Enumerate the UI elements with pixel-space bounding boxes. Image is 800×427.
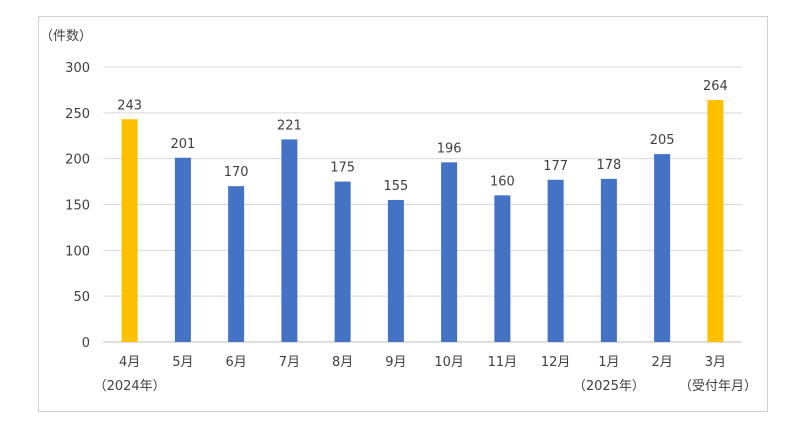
bar	[121, 119, 138, 342]
y-tick-label: 100	[65, 244, 90, 259]
x-tick-label: 9月	[385, 355, 406, 370]
bar	[707, 100, 724, 342]
bar	[334, 181, 351, 342]
data-label: 170	[224, 165, 249, 180]
bar	[387, 199, 404, 342]
data-label: 205	[650, 133, 675, 148]
y-axis-title: （件数）	[40, 29, 92, 44]
x-tick-label: 3月	[705, 355, 726, 370]
x-tick-label: 6月	[225, 355, 246, 370]
bar	[281, 139, 298, 342]
x-tick-label: 1月	[598, 355, 619, 370]
y-tick-label: 50	[73, 290, 90, 305]
bar	[494, 195, 511, 342]
data-label: 177	[543, 159, 568, 174]
data-label: 201	[170, 137, 195, 152]
x-tick-label: 11月	[488, 355, 518, 370]
y-tick-label: 250	[65, 107, 90, 122]
x-tick-label: 4月	[119, 355, 140, 370]
data-label: 160	[490, 174, 515, 189]
x-tick-label: 2月	[651, 355, 672, 370]
bar	[600, 178, 617, 342]
year-label: （2025年）	[573, 379, 645, 394]
y-tick-label: 200	[65, 153, 90, 168]
x-tick-label: 8月	[332, 355, 353, 370]
y-tick-label: 300	[65, 61, 90, 76]
data-label: 175	[330, 161, 355, 176]
bar	[547, 179, 564, 342]
x-tick-label: 10月	[434, 355, 464, 370]
y-tick-label: 0	[82, 336, 90, 351]
data-label: 178	[596, 158, 621, 173]
year-label: （2024年）	[94, 379, 166, 394]
x-tick-label: 5月	[172, 355, 193, 370]
bar	[441, 162, 458, 342]
x-tick-label: 12月	[541, 355, 571, 370]
bar	[654, 154, 671, 342]
bar	[228, 186, 245, 342]
data-label: 264	[703, 79, 728, 94]
data-label: 243	[117, 98, 142, 113]
data-label: 155	[383, 179, 408, 194]
bar	[174, 157, 191, 342]
x-tick-label: 7月	[279, 355, 300, 370]
y-tick-label: 150	[65, 199, 90, 214]
x-axis-title: （受付年月）	[679, 379, 757, 394]
data-label: 196	[437, 141, 462, 156]
data-label: 221	[277, 118, 302, 133]
